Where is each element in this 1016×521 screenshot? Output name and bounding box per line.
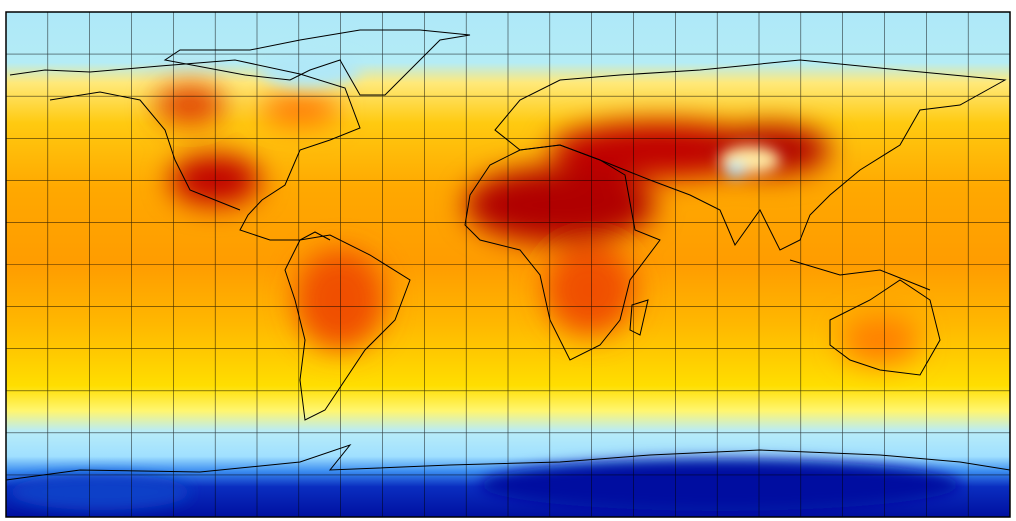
hot-regions [155, 85, 920, 365]
parallels [6, 53, 1010, 476]
madagascar [629, 299, 649, 336]
cool-regions [10, 52, 960, 511]
antarctica [6, 443, 1010, 481]
north-america-west [49, 91, 241, 211]
arctic-islands [163, 29, 471, 96]
map-frame [5, 11, 1011, 518]
graticule [6, 12, 1010, 517]
indonesia [789, 259, 931, 291]
north-america [9, 59, 361, 241]
map-field [6, 12, 1010, 517]
australia [829, 279, 941, 376]
